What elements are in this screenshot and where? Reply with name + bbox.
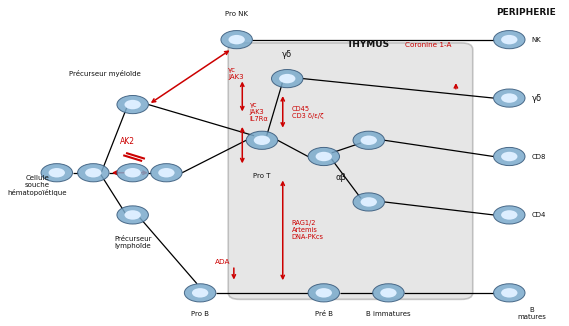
- Circle shape: [271, 69, 303, 88]
- Circle shape: [501, 152, 517, 161]
- Circle shape: [501, 210, 517, 220]
- Circle shape: [254, 136, 270, 145]
- Circle shape: [125, 210, 141, 220]
- Circle shape: [373, 284, 404, 302]
- Text: Pro NK: Pro NK: [225, 11, 248, 17]
- Text: γδ: γδ: [532, 94, 542, 103]
- Circle shape: [158, 168, 175, 177]
- Text: αβ: αβ: [335, 173, 346, 182]
- Text: ADA: ADA: [215, 259, 230, 265]
- Text: Cellule
souche
hématopoïétique: Cellule souche hématopoïétique: [7, 175, 67, 196]
- Text: B immatures: B immatures: [366, 311, 411, 317]
- Circle shape: [77, 164, 109, 182]
- Text: γc
JAK3: γc JAK3: [228, 67, 244, 80]
- Circle shape: [308, 147, 340, 166]
- Circle shape: [353, 131, 385, 149]
- Circle shape: [493, 147, 525, 166]
- Circle shape: [316, 152, 332, 161]
- Circle shape: [353, 193, 385, 211]
- Circle shape: [246, 131, 278, 149]
- Text: CD8: CD8: [532, 154, 546, 159]
- Circle shape: [361, 136, 377, 145]
- Text: Coronine 1-A: Coronine 1-A: [405, 41, 451, 48]
- Circle shape: [380, 288, 397, 298]
- Circle shape: [117, 96, 149, 114]
- Text: THYMUS: THYMUS: [347, 40, 390, 49]
- Circle shape: [501, 93, 517, 103]
- Circle shape: [493, 284, 525, 302]
- Circle shape: [493, 31, 525, 49]
- Circle shape: [151, 164, 182, 182]
- Circle shape: [221, 31, 253, 49]
- Text: PERIPHERIE: PERIPHERIE: [496, 7, 556, 17]
- Circle shape: [501, 288, 517, 298]
- Text: γδ: γδ: [282, 50, 292, 59]
- Text: Pré B: Pré B: [315, 311, 333, 317]
- Circle shape: [308, 284, 340, 302]
- Text: NK: NK: [532, 37, 542, 43]
- Text: CD45
CD3 δ/ε/ζ: CD45 CD3 δ/ε/ζ: [292, 106, 323, 119]
- Circle shape: [316, 288, 332, 298]
- Circle shape: [117, 164, 149, 182]
- Text: Pro B: Pro B: [191, 311, 209, 317]
- Text: Précurseur
lymphoïde: Précurseur lymphoïde: [114, 236, 151, 249]
- Text: Précurseur myéloïde: Précurseur myéloïde: [69, 70, 141, 77]
- Circle shape: [184, 284, 216, 302]
- Text: AK2: AK2: [119, 137, 134, 146]
- Circle shape: [48, 168, 65, 177]
- Text: Pro T: Pro T: [253, 173, 271, 179]
- Circle shape: [361, 197, 377, 207]
- Text: B
matures: B matures: [517, 307, 546, 320]
- Circle shape: [117, 206, 149, 224]
- Circle shape: [85, 168, 101, 177]
- Circle shape: [192, 288, 208, 298]
- Circle shape: [501, 35, 517, 44]
- Circle shape: [41, 164, 72, 182]
- Text: γc
JAK3
IL7Rα: γc JAK3 IL7Rα: [250, 102, 269, 122]
- Text: RAG1/2
Artemis
DNA-PKcs: RAG1/2 Artemis DNA-PKcs: [292, 219, 324, 240]
- Circle shape: [125, 100, 141, 109]
- Circle shape: [493, 89, 525, 107]
- FancyBboxPatch shape: [228, 43, 473, 299]
- Circle shape: [229, 35, 245, 44]
- Text: CD4: CD4: [532, 212, 546, 218]
- Circle shape: [125, 168, 141, 177]
- Circle shape: [279, 74, 295, 83]
- Circle shape: [493, 206, 525, 224]
